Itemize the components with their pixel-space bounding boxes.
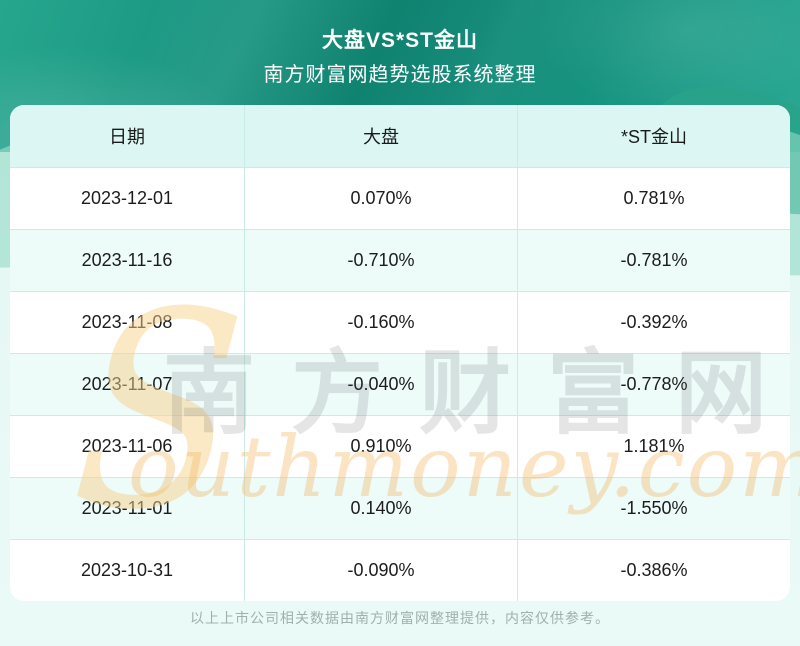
cell-market: -0.040% [244,354,517,415]
table-row: 2023-10-31 -0.090% -0.386% [10,539,790,601]
cell-market: 0.910% [244,416,517,477]
table-row: 2023-11-06 0.910% 1.181% [10,415,790,477]
data-table: 日期 大盘 *ST金山 2023-12-01 0.070% 0.781% 202… [10,105,790,601]
cell-stock: -0.392% [517,292,790,353]
table-header-row: 日期 大盘 *ST金山 [10,105,790,167]
page-subtitle: 南方财富网趋势选股系统整理 [263,64,537,86]
column-header-stock: *ST金山 [517,105,790,167]
cell-stock: -0.386% [517,540,790,601]
table-row: 2023-11-07 -0.040% -0.778% [10,353,790,415]
cell-date: 2023-11-07 [81,374,173,394]
cell-stock: -0.778% [517,354,790,415]
table-row: 2023-11-01 0.140% -1.550% [10,477,790,539]
table-row: 2023-11-16 -0.710% -0.781% [10,229,790,291]
page-title: 大盘VS*ST金山 [321,29,479,52]
cell-date: 2023-12-01 [80,188,174,208]
cell-market: 0.070% [244,168,517,229]
cell-stock: -1.550% [517,478,790,539]
cell-market: -0.160% [244,292,517,353]
cell-stock: 0.781% [517,168,790,229]
cell-date: 2023-11-01 [81,498,173,518]
column-header-date: 日期 [109,127,145,147]
table-row: 2023-11-08 -0.160% -0.392% [10,291,790,353]
cell-market: 0.140% [244,478,517,539]
cell-date: 2023-11-08 [81,312,173,332]
cell-stock: -0.781% [517,230,790,291]
cell-date: 2023-11-06 [81,436,173,456]
cell-market: -0.710% [244,230,517,291]
cell-date: 2023-10-31 [80,560,174,580]
cell-market: -0.090% [244,540,517,601]
cell-date: 2023-11-16 [81,250,173,270]
footer-disclaimer: 以上上市公司相关数据由南方财富网整理提供，内容仅供参考。 [190,610,610,626]
column-header-market: 大盘 [244,105,517,167]
cell-stock: 1.181% [517,416,790,477]
table-row: 2023-12-01 0.070% 0.781% [10,167,790,229]
